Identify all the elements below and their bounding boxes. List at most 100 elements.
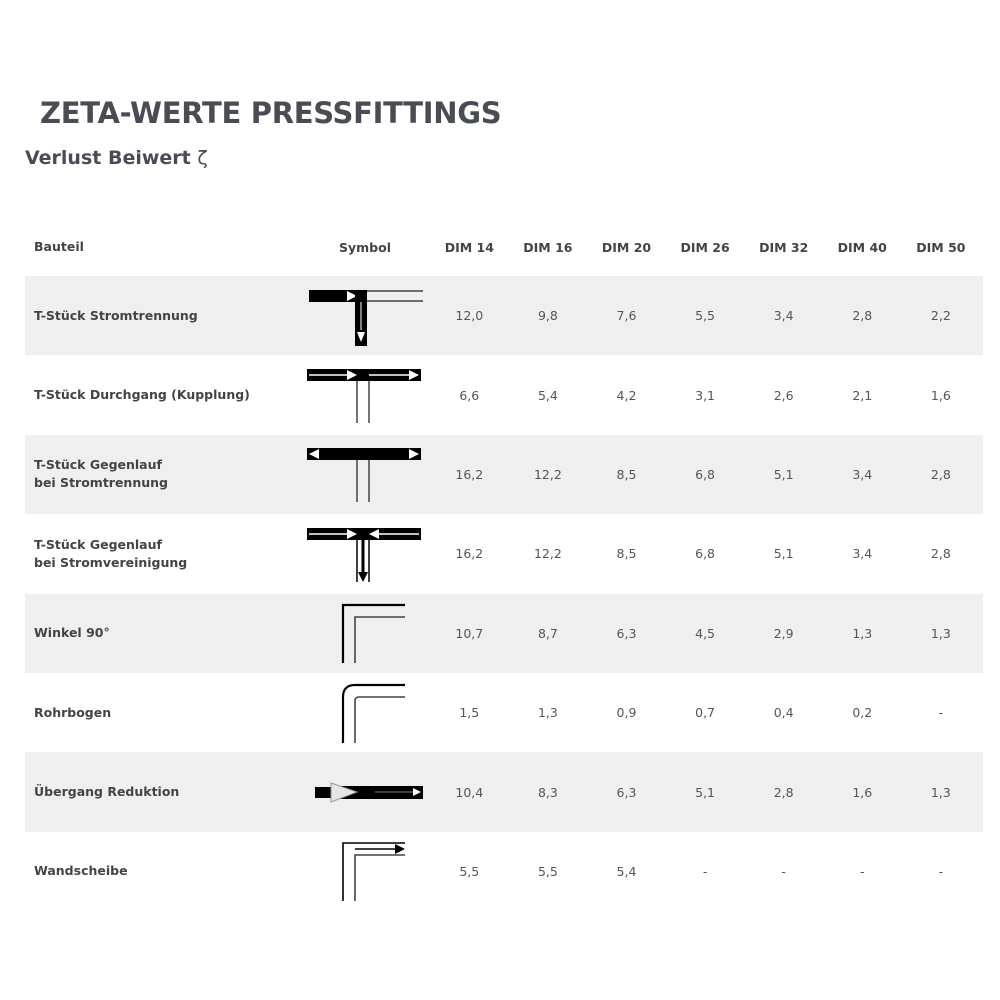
value-dim-50: - bbox=[938, 863, 944, 879]
value-dim-26: 4,5 bbox=[695, 625, 716, 641]
value-dim-26: 3,1 bbox=[695, 387, 716, 403]
value-dim-20: 0,9 bbox=[616, 705, 637, 721]
bauteil-name: Übergang Reduktion bbox=[25, 783, 300, 801]
bauteil-name-line: T-Stück Durchgang (Kupplung) bbox=[34, 387, 250, 403]
bauteil-name: Wandscheibe bbox=[25, 862, 300, 880]
table-row: Rohrbogen 1,5 1,3 0,9 0,7 0,4 0,2 - bbox=[25, 673, 983, 752]
value-dim-40: 3,4 bbox=[852, 546, 873, 562]
value-dim-20: 6,3 bbox=[616, 784, 637, 800]
table-row: T-Stück Durchgang (Kupplung) 6,6 5,4 4,2 3,… bbox=[25, 355, 983, 434]
subtitle-text: Verlust Beiwert bbox=[25, 147, 191, 169]
page-title: ZETA-WERTE PRESSFITTINGS bbox=[40, 96, 502, 130]
value-dim-14: 6,6 bbox=[459, 387, 480, 403]
value-dim-32: 5,1 bbox=[773, 546, 794, 562]
pipe-bend-icon bbox=[300, 681, 430, 745]
value-dim-32: 2,6 bbox=[773, 387, 794, 403]
bauteil-name: T-Stück Gegenlauf bei Stromtrennung bbox=[25, 456, 300, 492]
bauteil-name-line: T-Stück Stromtrennung bbox=[34, 307, 198, 323]
value-dim-14: 12,0 bbox=[455, 308, 484, 324]
value-dim-40: 1,3 bbox=[852, 625, 873, 641]
table-row: T-Stück Gegenlauf bei Stromtrennung 16,2 1… bbox=[25, 434, 983, 515]
bauteil-name-line: Übergang Reduktion bbox=[34, 784, 180, 800]
value-dim-16: 9,8 bbox=[537, 308, 558, 324]
header-dim-40: DIM 40 bbox=[837, 239, 887, 255]
value-dim-20: 8,5 bbox=[616, 466, 637, 482]
value-dim-16: 1,3 bbox=[537, 705, 558, 721]
value-dim-26: 6,8 bbox=[695, 466, 716, 482]
header-bauteil: Bauteil bbox=[34, 239, 84, 254]
page-subtitle: Verlust Beiwert ζ bbox=[25, 147, 208, 169]
value-dim-14: 5,5 bbox=[459, 863, 480, 879]
value-dim-50: 1,3 bbox=[930, 625, 951, 641]
table-row: Übergang Reduktion 10,4 8,3 6,3 5,1 2,8 1,6 1,… bbox=[25, 752, 983, 832]
value-dim-40: - bbox=[860, 863, 865, 879]
value-dim-16: 5,4 bbox=[537, 387, 558, 403]
value-dim-32: 5,1 bbox=[773, 466, 794, 482]
elbow-90-icon bbox=[300, 601, 430, 665]
value-dim-16: 12,2 bbox=[533, 546, 562, 562]
value-dim-20: 4,2 bbox=[616, 387, 637, 403]
header-dim-32: DIM 32 bbox=[759, 239, 809, 255]
value-dim-40: 3,4 bbox=[852, 466, 873, 482]
table-row: T-Stück Stromtrennung 12,0 9,8 7,6 5,5 3,4 2,… bbox=[25, 276, 983, 356]
value-dim-16: 12,2 bbox=[533, 466, 562, 482]
value-dim-50: 1,3 bbox=[930, 784, 951, 800]
value-dim-20: 7,6 bbox=[616, 308, 637, 324]
value-dim-32: 3,4 bbox=[773, 308, 794, 324]
value-dim-32: 2,8 bbox=[773, 784, 794, 800]
value-dim-14: 1,5 bbox=[459, 705, 480, 721]
value-dim-50: 2,8 bbox=[930, 546, 951, 562]
bauteil-name-line: Rohrbogen bbox=[34, 704, 112, 720]
bauteil-name-line: Wandscheibe bbox=[34, 863, 128, 879]
bauteil-name: Rohrbogen bbox=[25, 704, 300, 722]
value-dim-26: 5,5 bbox=[695, 308, 716, 324]
table-row: Wandscheibe 5,5 5,5 5,4 - - - - bbox=[25, 832, 983, 911]
bauteil-name-line: bei Stromvereinigung bbox=[34, 554, 188, 570]
value-dim-14: 16,2 bbox=[455, 466, 484, 482]
header-dim-16: DIM 16 bbox=[523, 239, 573, 255]
header-dim-50: DIM 50 bbox=[916, 239, 966, 255]
table-row: Winkel 90° 10,7 8,7 6,3 4,5 2,9 1,3 1,3 bbox=[25, 593, 983, 673]
value-dim-32: 2,9 bbox=[773, 625, 794, 641]
value-dim-20: 6,3 bbox=[616, 625, 637, 641]
tee-counter-merge-icon bbox=[300, 522, 430, 586]
value-dim-14: 16,2 bbox=[455, 546, 484, 562]
value-dim-16: 5,5 bbox=[537, 863, 558, 879]
bauteil-name-line: Winkel 90° bbox=[34, 625, 110, 641]
value-dim-50: 2,2 bbox=[930, 308, 951, 324]
value-dim-20: 5,4 bbox=[616, 863, 637, 879]
tee-through-icon bbox=[300, 363, 430, 427]
value-dim-32: 0,4 bbox=[773, 705, 794, 721]
value-dim-40: 2,1 bbox=[852, 387, 873, 403]
value-dim-16: 8,3 bbox=[537, 784, 558, 800]
value-dim-40: 2,8 bbox=[852, 308, 873, 324]
header-dim-20: DIM 20 bbox=[601, 239, 652, 255]
table-header-row: Bauteil Symbol DIM 14 DIM 16 DIM 20 DIM … bbox=[25, 232, 983, 262]
header-symbol: Symbol bbox=[339, 239, 391, 255]
tee-split-icon bbox=[300, 284, 430, 348]
value-dim-50: - bbox=[938, 705, 944, 721]
value-dim-16: 8,7 bbox=[537, 625, 558, 641]
bauteil-name-line: bei Stromtrennung bbox=[34, 475, 168, 491]
value-dim-14: 10,4 bbox=[455, 784, 484, 800]
value-dim-50: 1,6 bbox=[930, 387, 951, 403]
wall-plate-icon bbox=[300, 839, 430, 903]
reducer-icon bbox=[300, 760, 430, 824]
tee-counter-split-icon bbox=[300, 442, 430, 506]
bauteil-name: T-Stück Stromtrennung bbox=[25, 307, 300, 325]
value-dim-26: 5,1 bbox=[695, 784, 716, 800]
value-dim-20: 8,5 bbox=[616, 546, 637, 562]
value-dim-26: 6,8 bbox=[695, 546, 716, 562]
zeta-table: Bauteil Symbol DIM 14 DIM 16 DIM 20 DIM … bbox=[25, 232, 983, 911]
bauteil-name-line: T-Stück Gegenlauf bbox=[34, 457, 162, 473]
value-dim-26: 0,7 bbox=[695, 705, 716, 721]
bauteil-name: Winkel 90° bbox=[25, 624, 300, 642]
bauteil-name: T-Stück Gegenlauf bei Stromvereinigung bbox=[25, 536, 300, 572]
zeta-symbol: ζ bbox=[197, 147, 208, 169]
value-dim-50: 2,8 bbox=[930, 466, 951, 482]
header-dim-14: DIM 14 bbox=[444, 239, 494, 255]
bauteil-name-line: T-Stück Gegenlauf bbox=[34, 536, 162, 552]
table-row: T-Stück Gegenlauf bei Stromvereinigung 16… bbox=[25, 514, 983, 593]
bauteil-name: T-Stück Durchgang (Kupplung) bbox=[25, 386, 300, 404]
value-dim-14: 10,7 bbox=[455, 625, 484, 641]
